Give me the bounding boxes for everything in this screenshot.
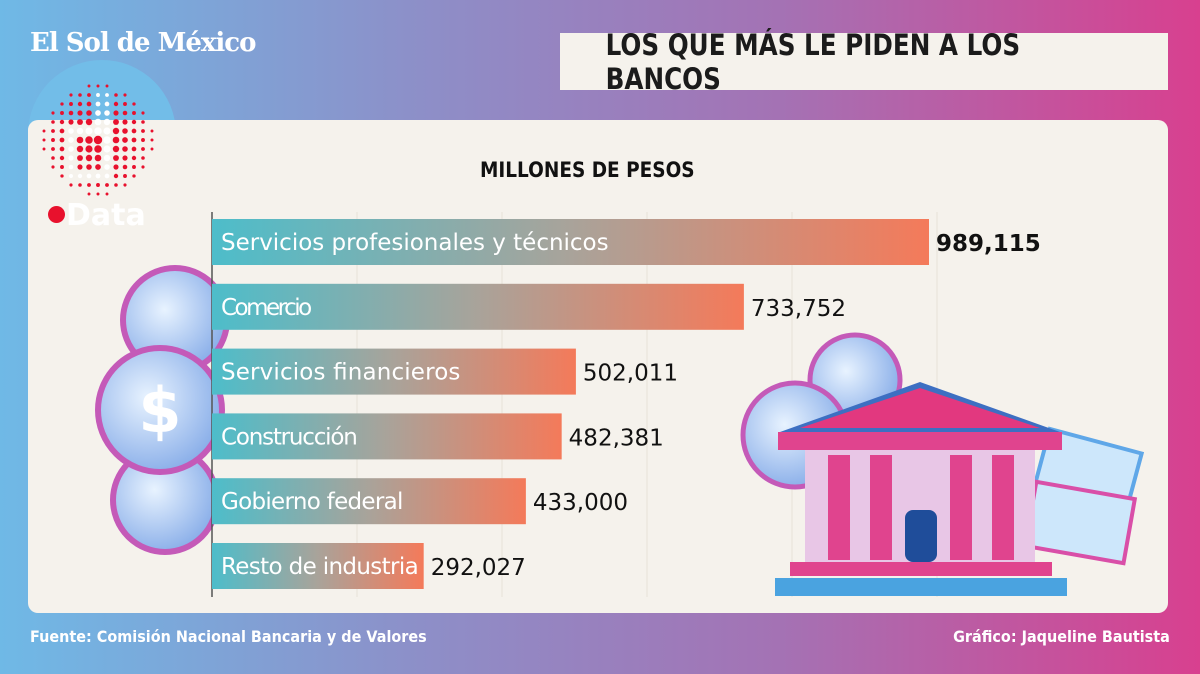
- bank-illustration: [740, 332, 1145, 596]
- category-label: Comercio: [221, 295, 312, 321]
- value-label: 482,381: [569, 425, 664, 451]
- bar: [212, 478, 526, 525]
- source-note: Fuente: Comisión Nacional Bancaria y de …: [30, 627, 427, 646]
- credit-note: Gráfico: Jaqueline Bautista: [953, 627, 1170, 646]
- bar: [212, 348, 576, 395]
- data-logo: Data: [48, 198, 146, 233]
- category-label: Servicios financieros: [221, 360, 460, 386]
- chart-subtitle: MILLONES DE PESOS: [480, 158, 695, 182]
- bar: [212, 413, 562, 460]
- title-box: LOS QUE MÁS LE PIDEN A LOS BANCOS: [560, 28, 1168, 96]
- data-logo-text: Data: [66, 198, 146, 233]
- value-label: 502,011: [583, 361, 678, 387]
- bar: [212, 283, 744, 330]
- category-label: Servicios profesionales y técnicos: [221, 230, 609, 256]
- bar: [212, 219, 929, 265]
- svg-text:$: $: [138, 374, 181, 447]
- category-label: Gobierno federal: [221, 489, 403, 515]
- data-dot-logo-icon: [42, 84, 154, 196]
- value-label: 733,752: [751, 296, 846, 322]
- value-label: 433,000: [533, 490, 628, 516]
- value-label: 989,115: [936, 231, 1041, 257]
- brand-logo: El Sol de México: [30, 28, 256, 58]
- bar: [212, 543, 424, 589]
- value-label: 292,027: [431, 555, 526, 581]
- coins-illustration: $: [95, 265, 230, 555]
- chart-title: LOS QUE MÁS LE PIDEN A LOS BANCOS: [605, 27, 1021, 96]
- category-label: Resto de industria: [221, 554, 419, 580]
- category-label: Construcción: [221, 424, 358, 450]
